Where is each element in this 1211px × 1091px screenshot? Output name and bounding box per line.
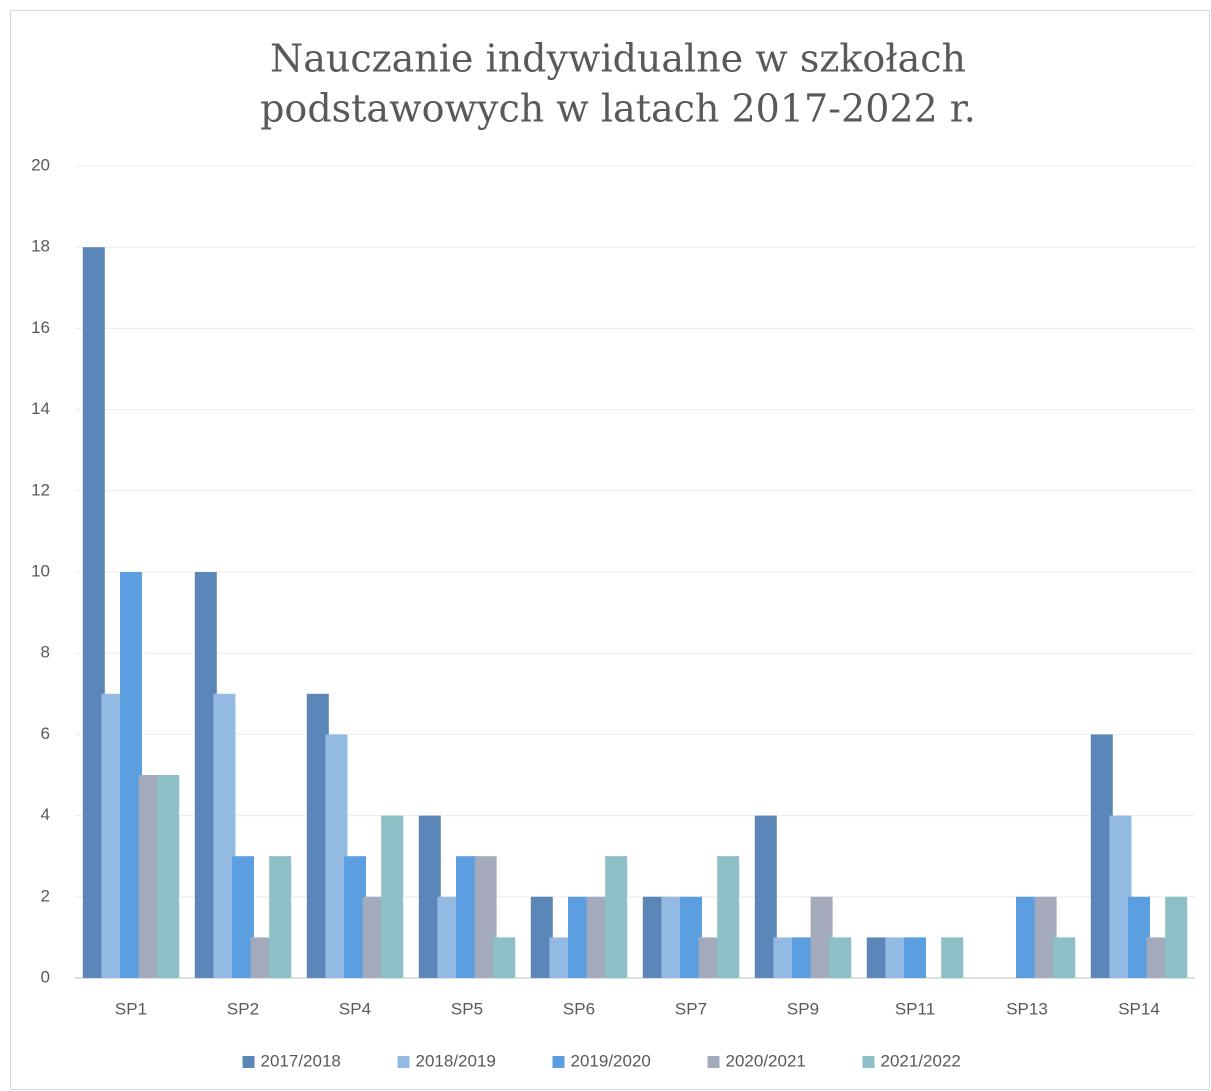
bar	[120, 572, 142, 978]
bar	[773, 937, 796, 978]
y-tick-label: 14	[31, 399, 50, 418]
bar	[418, 815, 441, 978]
bar	[250, 937, 273, 978]
bar	[698, 937, 721, 978]
legend-label: 2018/2019	[416, 1051, 496, 1070]
x-tick-label: SP11	[895, 999, 935, 1018]
legend-label: 2019/2020	[571, 1051, 651, 1070]
bar	[1165, 896, 1188, 978]
legend-label: 2017/2018	[261, 1051, 341, 1070]
bar	[381, 815, 404, 978]
legend-label: 2020/2021	[726, 1051, 806, 1070]
chart-title: Nauczanie indywidualne w szkołach	[270, 37, 966, 81]
legend-swatch	[862, 1056, 875, 1068]
bar	[437, 896, 460, 978]
bar	[138, 775, 161, 978]
bar	[530, 896, 553, 978]
bar	[754, 815, 777, 978]
x-tick-label: SP14	[1118, 999, 1160, 1018]
x-tick-label: SP4	[339, 999, 371, 1018]
y-tick-label: 12	[31, 480, 50, 499]
bar	[605, 856, 628, 978]
bar	[680, 896, 702, 978]
x-tick-label: SP6	[563, 999, 595, 1018]
bar	[1128, 896, 1150, 978]
legend-swatch	[242, 1056, 255, 1068]
bar	[717, 856, 740, 978]
legend-label: 2021/2022	[881, 1051, 961, 1070]
bar	[325, 734, 348, 978]
bar	[82, 247, 105, 978]
bar	[586, 896, 609, 978]
bar	[269, 856, 292, 978]
x-tick-label: SP9	[787, 999, 819, 1018]
bar	[232, 856, 254, 978]
bar	[661, 896, 684, 978]
bar	[1034, 896, 1057, 978]
bar	[194, 572, 217, 978]
bar	[866, 937, 889, 978]
x-tick-label: SP1	[115, 999, 147, 1018]
bar	[362, 896, 385, 978]
bar	[101, 693, 124, 978]
y-tick-label: 6	[41, 724, 50, 743]
bar	[642, 896, 665, 978]
bar	[904, 937, 926, 978]
y-tick-label: 8	[41, 643, 50, 662]
y-tick-label: 16	[31, 318, 50, 337]
bar	[344, 856, 366, 978]
bar	[885, 937, 908, 978]
chart-title: podstawowych w latach 2017-2022 r.	[260, 87, 976, 131]
x-tick-label: SP2	[227, 999, 259, 1018]
bar	[792, 937, 814, 978]
y-tick-label: 18	[31, 237, 50, 256]
y-tick-label: 2	[41, 886, 50, 905]
x-tick-label: SP7	[675, 999, 707, 1018]
bar	[1090, 734, 1113, 978]
y-tick-label: 10	[31, 561, 50, 580]
bar	[1146, 937, 1169, 978]
bar	[213, 693, 236, 978]
bar	[568, 896, 590, 978]
bar	[474, 856, 497, 978]
bar	[1053, 937, 1076, 978]
bar	[1016, 896, 1038, 978]
bar	[941, 937, 964, 978]
bar	[157, 775, 180, 978]
bar	[493, 937, 516, 978]
x-tick-label: SP13	[1006, 999, 1048, 1018]
legend-swatch	[552, 1056, 565, 1068]
bar	[456, 856, 478, 978]
y-tick-label: 4	[41, 805, 50, 824]
bar	[549, 937, 572, 978]
legend-swatch	[397, 1056, 410, 1068]
y-tick-label: 0	[41, 967, 50, 986]
bar	[829, 937, 852, 978]
bar	[1109, 815, 1132, 978]
y-tick-label: 20	[31, 155, 50, 174]
bar	[306, 693, 329, 978]
bar	[810, 896, 833, 978]
x-tick-label: SP5	[451, 999, 483, 1018]
legend-swatch	[707, 1056, 720, 1068]
